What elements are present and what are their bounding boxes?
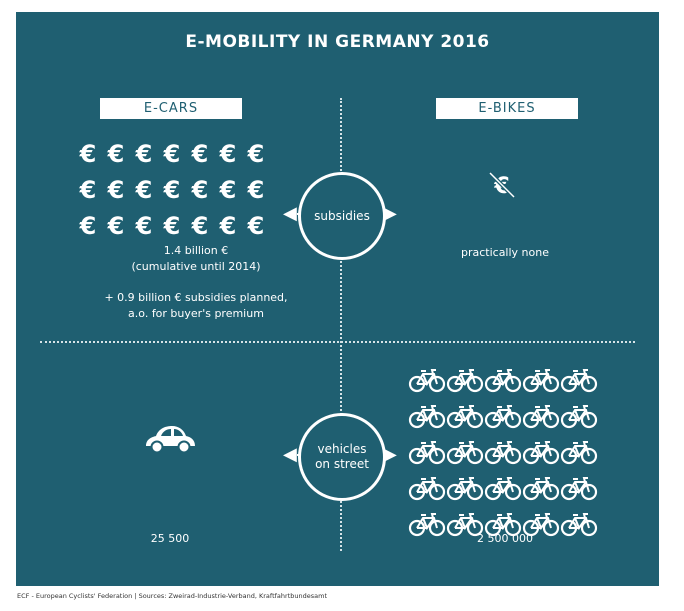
bicycle-icon [522,367,560,398]
subsidies-circle: subsidies [298,172,386,260]
ecars-subsidy-note: (cumulative until 2014) [131,260,261,273]
bicycle-icon [484,475,522,506]
ebikes-header: E-BIKES [436,98,578,119]
bicycle-icon [522,403,560,434]
euro-icon: € [219,212,237,240]
bicycle-icon [408,439,446,470]
euro-icon: € [247,212,265,240]
euro-icon: € [219,140,237,168]
euro-icon: € [135,176,153,204]
bicycle-icon [484,403,522,434]
bicycle-icon [522,475,560,506]
euro-icon: € [219,176,237,204]
ebikes-count: 2 500 000 [477,532,533,545]
bicycle-icon [446,403,484,434]
page-title: E-MOBILITY IN GERMANY 2016 [185,32,490,52]
right-arrow-icon: ▶ [383,203,397,224]
bicycle-icon-grid [408,367,598,542]
euro-icon: € [79,176,97,204]
left-arrow-icon-2: ◀ [283,444,297,465]
left-arrow-icon: ◀ [283,203,297,224]
euro-icon: € [191,176,209,204]
euro-icon: € [247,140,265,168]
bicycle-icon [484,511,522,542]
bicycle-icon [408,475,446,506]
ecars-count: 25 500 [150,532,190,545]
bicycle-icon [446,511,484,542]
euro-icon: € [79,212,97,240]
euro-icon: € [247,176,265,204]
bicycle-icon [446,367,484,398]
euro-icon: € [191,140,209,168]
euro-icon: € [135,140,153,168]
ecars-subsidy-amount: 1.4 billion € [163,244,229,257]
bicycle-icon [446,475,484,506]
bicycle-icon [560,511,598,542]
ecars-header: E-CARS [100,98,242,119]
bicycle-icon [484,439,522,470]
bicycle-icon [446,439,484,470]
subsidies-circle-label: subsidies [314,208,370,223]
horizontal-divider [40,341,635,343]
car-icon [146,426,195,454]
euro-icon-grid: € € € € € € € € € € € € € € € € € € € € € [74,138,270,242]
vehicles-circle-label-1: vehicles [317,442,367,456]
euro-icon: € [107,140,125,168]
euro-icon: € [163,140,181,168]
crossed-euro-icon: € [488,171,516,199]
euro-icon: € [163,176,181,204]
vehicles-circle: vehicles on street [298,413,386,501]
bicycle-icon [560,439,598,470]
euro-icon: € [79,140,97,168]
right-arrow-icon-2: ▶ [383,444,397,465]
ecars-planned-subsidy: + 0.9 billion € subsidies planned, [104,291,288,304]
bicycle-icon [522,511,560,542]
ecars-planned-note: a.o. for buyer's premium [128,307,264,320]
bicycle-icon [560,403,598,434]
bicycle-icon [560,367,598,398]
vertical-divider [340,98,342,551]
euro-icon: € [135,212,153,240]
vehicles-circle-label-2: on street [315,457,369,471]
bicycle-icon [408,367,446,398]
footer-source: ECF - European Cyclists' Federation | So… [17,592,327,600]
euro-icon: € [163,212,181,240]
ebikes-subsidy-text: practically none [460,246,549,259]
bicycle-icon [408,403,446,434]
euro-icon: € [107,212,125,240]
euro-icon: € [107,176,125,204]
euro-icon: € [191,212,209,240]
bicycle-icon [408,511,446,542]
bicycle-icon [484,367,522,398]
bicycle-icon [522,439,560,470]
bicycle-icon [560,475,598,506]
